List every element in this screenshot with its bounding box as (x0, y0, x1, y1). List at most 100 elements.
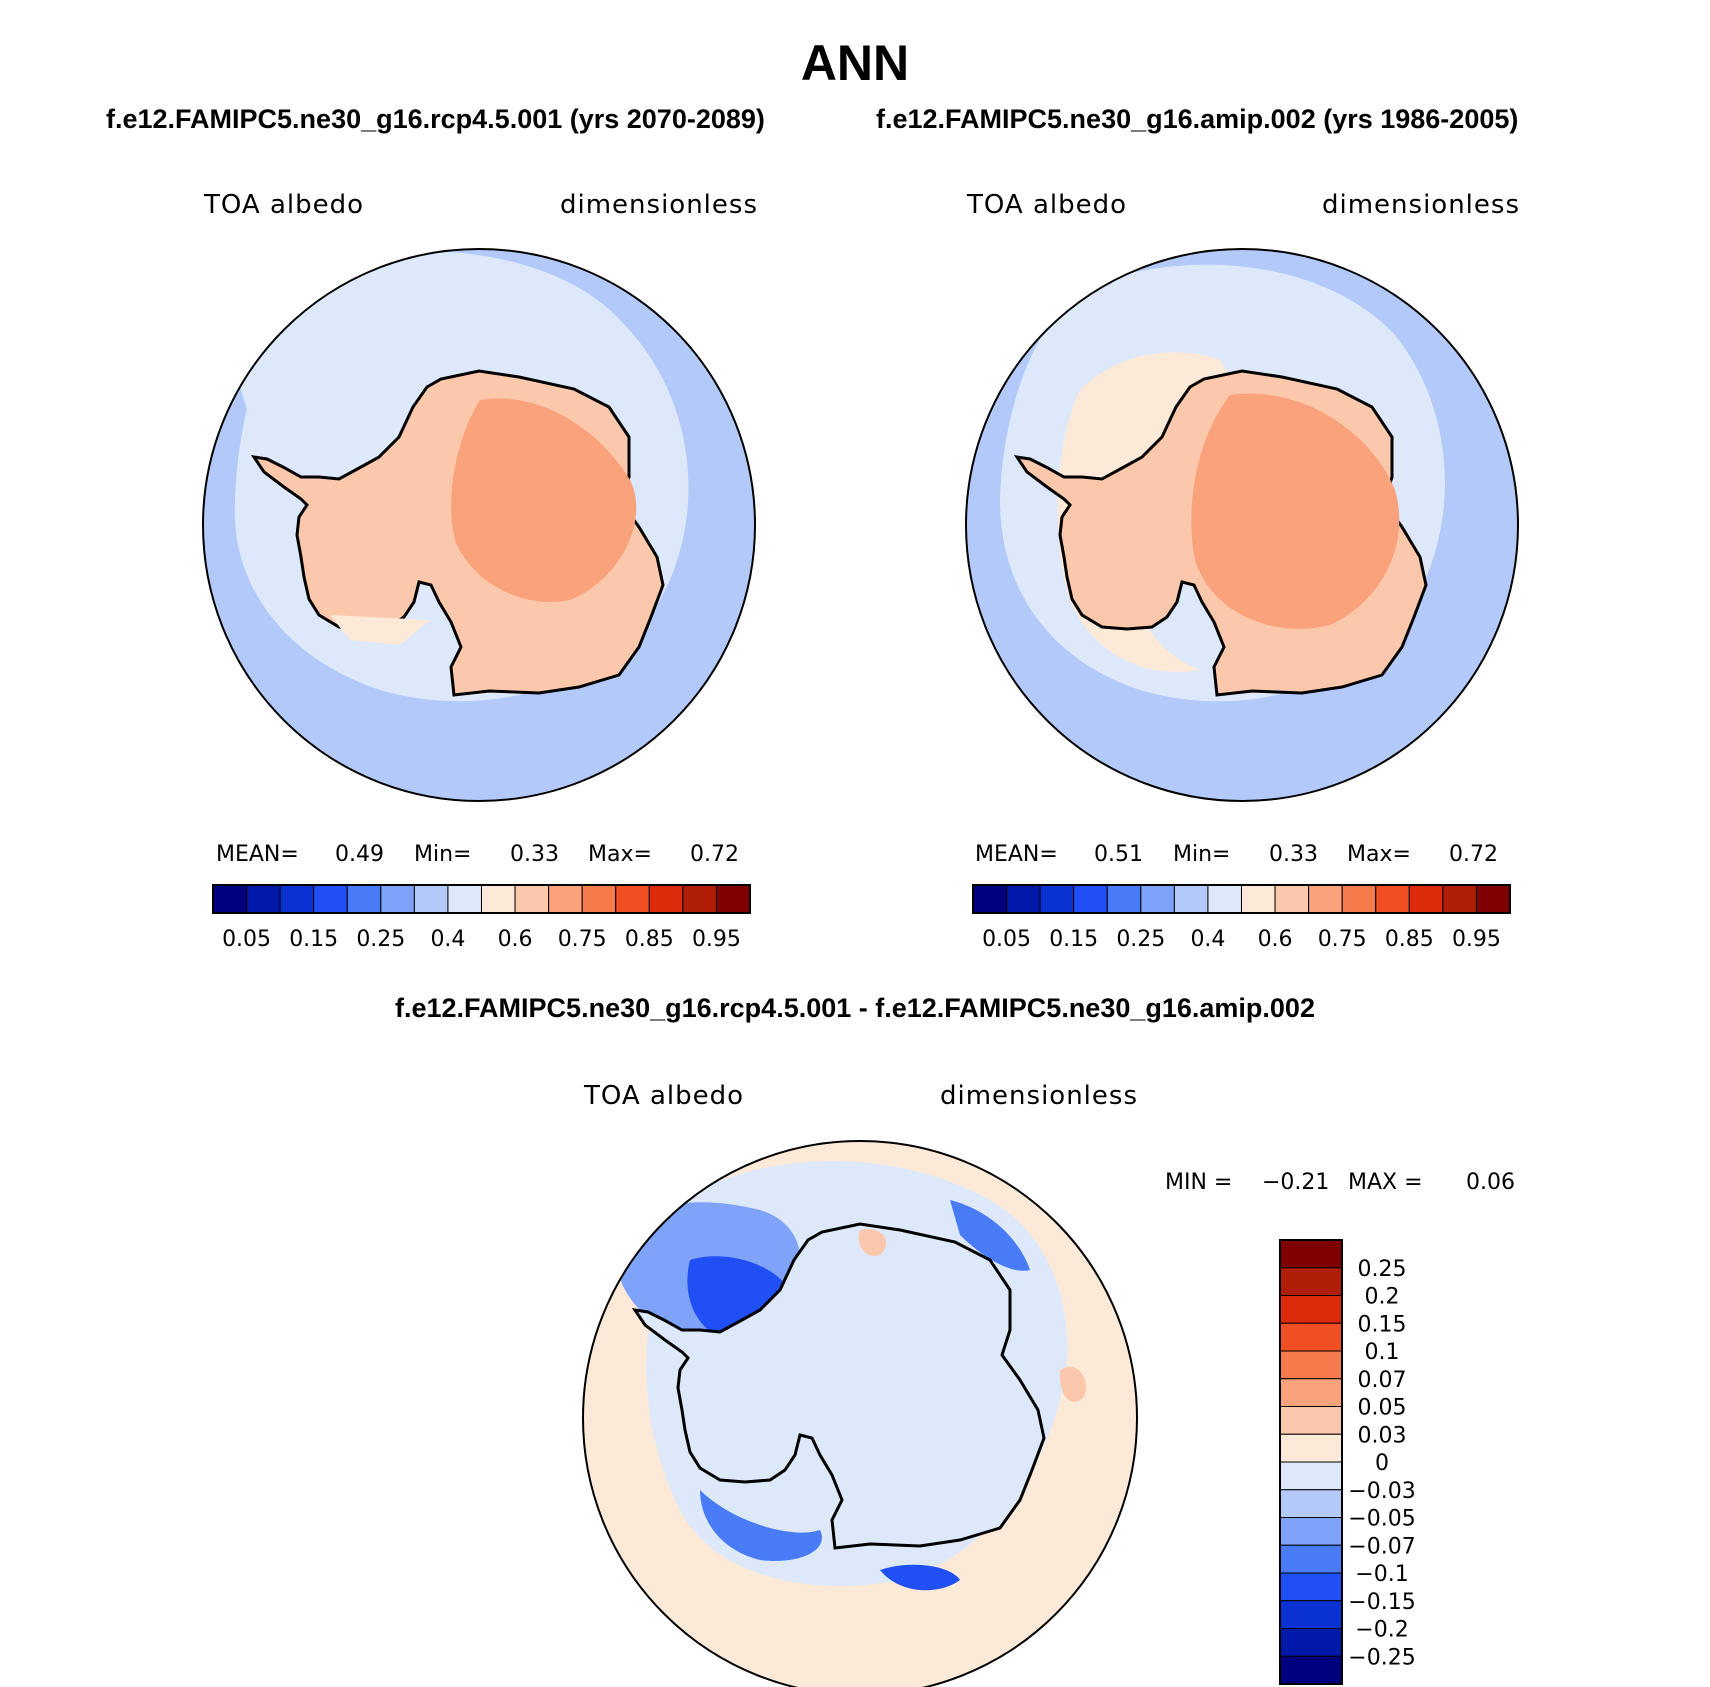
panel-a-variable: TOA albedo (204, 190, 365, 220)
panel-a-colorbar-tick-label: 0.4 (430, 927, 465, 952)
panel-a-colorbar-swatch (413, 884, 449, 914)
panel-b-colorbar-swatch (1475, 884, 1511, 914)
figure-title: ANN (800, 35, 910, 91)
diff-colorbar-tick-label: 0.2 (1365, 1285, 1400, 1310)
diff-colorbar-swatch (1279, 1406, 1343, 1435)
panel-b-mean-value: 0.51 (1094, 842, 1143, 867)
diff-colorbar-tick-label: 0.07 (1358, 1368, 1407, 1393)
panel-b-colorbar-tick-label: 0.05 (982, 927, 1031, 952)
diff-positive-patch (1059, 1366, 1086, 1402)
panel-b-colorbar-swatch (1241, 884, 1276, 914)
panel-b-map-border (965, 248, 1519, 802)
panel-b-colorbar: 0.05 0.15 0.25 0.4 0.6 0.75 0.85 0.95 (972, 884, 1511, 952)
panel-b-colorbar-swatch (1308, 884, 1343, 914)
panel-b-colorbar-tick-label: 0.25 (1116, 927, 1165, 952)
diff-colorbar-tick-label: 0.25 (1358, 1257, 1407, 1282)
panel-b-colorbar-frame (972, 884, 1511, 914)
panel-a-units: dimensionless (560, 190, 758, 220)
diff-colorbar-swatch (1279, 1655, 1343, 1685)
panel-diff-variable: TOA albedo (584, 1081, 745, 1111)
case-b-title: f.e12.FAMIPC5.ne30_g16.amip.002 (yrs 198… (876, 104, 1519, 134)
panel-b-variable: TOA albedo (967, 190, 1128, 220)
panel-a-plateau (451, 398, 637, 602)
panel-a-colorbar-tick-label: 0.05 (222, 927, 271, 952)
panel-b-units: dimensionless (1322, 190, 1520, 220)
panel-b-colorbar-tick-label: 0.4 (1190, 927, 1225, 952)
panel-b-colorbar-swatch (1140, 884, 1175, 914)
diff-colorbar-swatch (1279, 1544, 1343, 1574)
panel-a-colorbar-tick-label: 0.25 (356, 927, 405, 952)
panel-a-colorbar-swatch (548, 884, 583, 914)
panel-a-colorbar-swatch (481, 884, 516, 914)
diff-colorbar-swatch (1279, 1461, 1343, 1491)
panel-b-map (965, 248, 1519, 802)
diff-colorbar-swatch (1279, 1489, 1343, 1518)
diff-colorbar-tick-label: −0.03 (1348, 1479, 1415, 1504)
panel-a-colorbar-swatch (581, 884, 617, 914)
diff-colorbar-tick-label: 0.03 (1358, 1423, 1407, 1448)
diff-colorbar-tick-label: −0.25 (1348, 1645, 1415, 1670)
panel-a-colorbar-swatch (682, 884, 717, 914)
diff-colorbar-frame (1279, 1239, 1343, 1685)
panel-a-colorbar-swatch (246, 884, 281, 914)
panel-a-map-border (202, 248, 756, 802)
panel-a-colorbar-swatch (313, 884, 348, 914)
panel-b-colorbar-swatch (1274, 884, 1310, 914)
panel-a-min-value: 0.33 (510, 842, 559, 867)
panel-a-max-label: Max= (588, 842, 652, 867)
diff-colorbar-tick-label: −0.15 (1348, 1590, 1415, 1615)
panel-a-colorbar: 0.05 0.15 0.25 0.4 0.6 0.75 0.85 0.95 (212, 884, 751, 952)
panel-b-colorbar-swatch (1106, 884, 1142, 914)
diff-map (582, 1140, 1138, 1687)
diff-colorbar-swatch (1279, 1572, 1343, 1602)
diff-positive-patch-2 (858, 1229, 887, 1256)
panel-a-max-value: 0.72 (690, 842, 739, 867)
panel-b-max-value: 0.72 (1449, 842, 1498, 867)
panel-b-colorbar-swatch (1408, 884, 1444, 914)
panel-b-colorbar-swatch (1039, 884, 1075, 914)
diff-colorbar-tick-label: −0.07 (1348, 1534, 1415, 1559)
panel-b-colorbar-tick-label: 0.6 (1258, 927, 1293, 952)
panel-a-colorbar-frame (212, 884, 751, 914)
panel-a-min-label: Min= (414, 842, 472, 867)
panel-a-colorbar-tick-label: 0.85 (625, 927, 674, 952)
panel-b-colorbar-swatch (1341, 884, 1377, 914)
panel-a-mean-label: MEAN= (216, 842, 299, 867)
diff-colorbar-tick-label: 0.05 (1358, 1396, 1407, 1421)
diff-title: f.e12.FAMIPC5.ne30_g16.rcp4.5.001 - f.e1… (395, 993, 1315, 1023)
panel-b-colorbar-swatch (972, 884, 1008, 914)
panel-b-colorbar-tick-label: 0.95 (1452, 927, 1501, 952)
panel-b-colorbar-swatch (1173, 884, 1209, 914)
diff-blue-patch-e (880, 1564, 960, 1591)
panel-a-colorbar-swatch (447, 884, 482, 914)
panel-a-colorbar-swatch (514, 884, 550, 914)
panel-a-colorbar-tick-label: 0.95 (692, 927, 741, 952)
panel-a-colorbar-tick-label: 0.6 (498, 927, 533, 952)
panel-b-colorbar-swatch (1207, 884, 1242, 914)
panel-b-colorbar-tick-label: 0.85 (1385, 927, 1434, 952)
diff-min-value: −0.21 (1262, 1170, 1330, 1195)
diff-colorbar-swatch (1279, 1350, 1343, 1380)
panel-a-mean-value: 0.49 (335, 842, 384, 867)
diff-colorbar-tick-label: 0 (1375, 1451, 1389, 1476)
diff-colorbar-swatch (1279, 1517, 1343, 1546)
diff-colorbar-swatch (1279, 1322, 1343, 1352)
diff-colorbar-swatch (1279, 1628, 1343, 1657)
panel-b-mean-label: MEAN= (975, 842, 1058, 867)
diff-blue-patch-d (950, 1200, 1030, 1271)
panel-b-colorbar-swatch (1006, 884, 1041, 914)
panel-a-map (202, 248, 756, 802)
diff-colorbar-tick-label: −0.1 (1355, 1562, 1408, 1587)
diff-colorbar-swatch (1279, 1600, 1343, 1629)
panel-a-shelf (330, 615, 430, 645)
panel-b-min-label: Min= (1173, 842, 1231, 867)
diff-colorbar-tick-label: 0.1 (1365, 1340, 1400, 1365)
diff-colorbar-tick-label: 0.15 (1358, 1312, 1407, 1337)
panel-b-colorbar-swatch (1375, 884, 1410, 914)
diff-colorbar-swatch (1279, 1239, 1343, 1269)
diff-colorbar-swatch (1279, 1295, 1343, 1324)
diff-colorbar-swatch (1279, 1267, 1343, 1296)
panel-a-colorbar-swatch (715, 884, 751, 914)
panel-diff-units: dimensionless (940, 1081, 1138, 1111)
